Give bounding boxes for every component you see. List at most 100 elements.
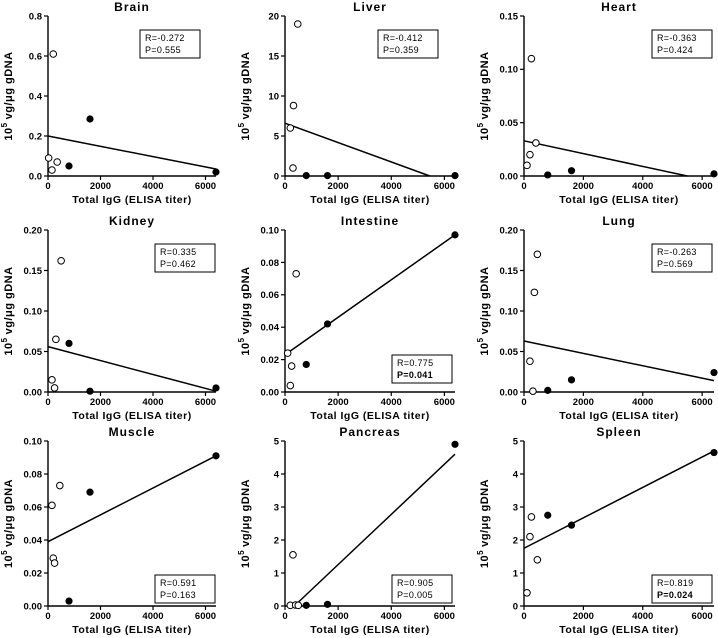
open-point	[50, 559, 59, 567]
y-tick-label: 0	[274, 601, 279, 612]
y-axis-label-prefix: 10	[479, 555, 491, 568]
stats-box	[377, 29, 439, 59]
stats-p-value: P=0.024	[657, 590, 693, 600]
chart-title: Liver	[353, 0, 387, 14]
y-tick-label: 20	[268, 11, 279, 22]
x-tick-label: 2000	[328, 397, 349, 408]
chart-title: Lung	[602, 214, 635, 228]
stats-r-value: R=-0.363	[657, 33, 697, 43]
stats-r-value: R=-0.263	[657, 247, 697, 257]
x-tick-label: 6000	[692, 611, 713, 622]
x-axis-label: Total IgG (ELISA titer)	[559, 194, 678, 206]
filled-point	[212, 452, 220, 460]
x-tick-label: 0	[282, 181, 287, 192]
y-axis-label: 105 vg/μg gDNA	[476, 479, 491, 568]
stats-p-value: P=0.041	[397, 370, 433, 380]
y-tick-label: 0.04	[24, 535, 43, 546]
y-tick-label: 3	[513, 502, 518, 513]
chart-title: Brain	[114, 0, 150, 14]
y-tick-label: 5	[513, 436, 519, 447]
filled-point	[544, 171, 552, 179]
x-tick-label: 2000	[573, 181, 594, 192]
y-axis-label-prefix: 10	[240, 555, 252, 568]
x-tick-label: 2000	[90, 397, 111, 408]
filled-point	[65, 162, 73, 170]
stats-box	[154, 243, 216, 273]
filled-point	[567, 167, 576, 175]
x-tick-label: 6000	[434, 397, 455, 408]
open-point	[526, 532, 534, 541]
filled-point	[567, 521, 576, 529]
open-point	[523, 161, 531, 170]
open-point	[527, 513, 536, 521]
y-tick-label: 4	[274, 469, 280, 480]
y-tick-label: 5	[274, 131, 280, 142]
filled-point	[302, 360, 310, 369]
y-axis-label-prefix: 10	[3, 342, 15, 355]
y-tick-label: 0.04	[261, 323, 280, 334]
open-point	[48, 501, 56, 510]
y-tick-label: 0.05	[500, 347, 519, 358]
panel-intestine: Intestine 0.00 0.02 0.04 0.06 0.08 0.10 0 2000 40…	[237, 214, 459, 422]
stats-p-value: P=0.359	[383, 45, 419, 55]
filled-point	[302, 172, 310, 180]
panel-muscle: Muscle 0.00 0.02 0.04 0.06 0.08 0.10 0 2000 4000 6…	[0, 425, 220, 636]
x-tick-label: 6000	[692, 397, 713, 408]
stats-r-value: R=-0.412	[383, 33, 423, 43]
open-point	[44, 154, 53, 162]
y-axis-label-exponent: 5	[0, 122, 9, 127]
stats-p-value: P=0.569	[657, 259, 693, 269]
x-axis-label: Total IgG (ELISA titer)	[310, 410, 429, 422]
x-tick-label: 0	[45, 397, 50, 408]
stats-box	[651, 574, 713, 604]
y-axis-label: 105 vg/μg gDNA	[237, 266, 252, 355]
y-axis-label-exponent: 5	[476, 122, 485, 127]
open-point	[283, 349, 292, 357]
y-axis-label-exponent: 5	[0, 337, 9, 342]
filled-point	[86, 115, 94, 123]
y-axis-label-unit: vg/μg gDNA	[479, 266, 491, 334]
stats-p-value: P=0.424	[657, 45, 693, 55]
y-tick-label: 3	[274, 502, 279, 513]
y-axis-label-unit: vg/μg gDNA	[240, 266, 252, 334]
y-tick-label: 0.10	[261, 225, 280, 236]
y-tick-label: 0.05	[24, 347, 43, 358]
stats-r-value: R=-0.272	[145, 33, 185, 43]
y-axis-label-unit: vg/μg gDNA	[479, 479, 491, 547]
filled-point	[65, 597, 73, 605]
y-axis-label: 105 vg/μg gDNA	[0, 266, 15, 355]
open-point	[48, 166, 56, 174]
x-axis-label: Total IgG (ELISA titer)	[72, 410, 191, 422]
x-axis-label: Total IgG (ELISA titer)	[72, 624, 191, 636]
open-point	[293, 20, 302, 28]
y-tick-label: 0.10	[500, 306, 519, 317]
y-tick-label: 0.00	[261, 387, 280, 398]
y-tick-label: 0.0	[29, 171, 42, 182]
y-tick-label: 0.20	[24, 225, 43, 236]
chart-title: Intestine	[341, 214, 399, 228]
x-tick-label: 2000	[328, 181, 349, 192]
y-axis-label-prefix: 10	[240, 127, 252, 140]
y-axis-label: 105 vg/μg gDNA	[237, 51, 252, 140]
y-axis-label-prefix: 10	[479, 127, 491, 140]
x-tick-label: 4000	[632, 397, 653, 408]
y-axis-label-exponent: 5	[237, 550, 246, 555]
x-tick-label: 4000	[142, 397, 163, 408]
stats-box	[651, 29, 713, 59]
filled-point	[710, 170, 718, 178]
y-axis-label: 105 vg/μg gDNA	[0, 479, 15, 568]
y-tick-label: 0.15	[24, 266, 43, 277]
y-tick-label: 0.00	[500, 171, 519, 182]
x-tick-label: 0	[521, 611, 526, 622]
open-point	[532, 139, 540, 147]
open-point	[286, 124, 295, 132]
open-point	[289, 101, 298, 110]
y-tick-label: 0.06	[261, 290, 280, 301]
y-axis-label-unit: vg/μg gDNA	[479, 51, 491, 119]
x-tick-label: 4000	[632, 611, 653, 622]
y-tick-label: 0.2	[29, 131, 42, 142]
x-tick-label: 4000	[142, 181, 163, 192]
x-axis-label: Total IgG (ELISA titer)	[72, 194, 191, 206]
regression-line	[284, 122, 431, 177]
y-tick-label: 0.8	[29, 11, 42, 22]
